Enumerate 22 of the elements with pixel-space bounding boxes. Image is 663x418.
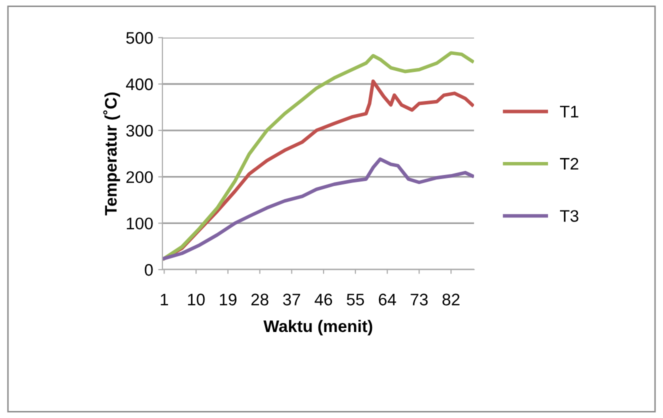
x-tick-label: 82 [442, 294, 460, 306]
x-tick-label: 46 [314, 294, 332, 306]
x-tick-label: 28 [251, 294, 268, 306]
line-series [162, 157, 474, 260]
y-axis-title: Temperatur (˚C) [103, 92, 120, 216]
y-tick-label: 100 [126, 218, 153, 230]
y-tick-label: 400 [126, 78, 153, 90]
y-tick-label: 300 [126, 124, 153, 137]
y-tick-label: 500 [126, 32, 153, 44]
x-tick-label: 55 [346, 294, 364, 306]
x-tick-label: 73 [410, 294, 428, 306]
x-axis-title: Waktu (menit) [263, 320, 372, 336]
y-tick-label: 0 [144, 264, 153, 276]
x-tick-label: 10 [188, 294, 205, 306]
x-tick-label: 19 [220, 294, 236, 306]
legend-label: T3 [560, 210, 578, 222]
x-tick-label: 37 [283, 294, 300, 306]
legend-label: T1 [560, 106, 578, 118]
x-tick-label: 64 [378, 294, 396, 306]
y-tick-label: 200 [126, 171, 153, 184]
x-tick-label: 1 [160, 294, 168, 306]
legend-label: T2 [560, 158, 578, 170]
